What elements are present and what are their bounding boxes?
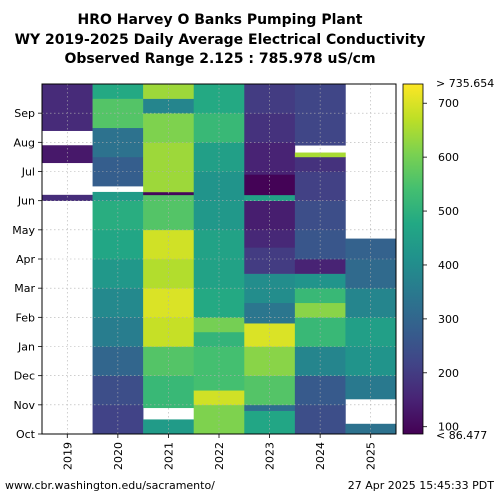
heatmap-cell	[42, 194, 93, 201]
heatmap-cell	[294, 302, 346, 318]
month-tick-label: Jul	[21, 166, 35, 179]
grid-lines	[42, 84, 396, 434]
colorbar-ticks: 100 200 300 400 500 600 700	[423, 97, 459, 434]
month-tick-label: Jan	[17, 341, 35, 354]
year-tick-label: 2022	[213, 442, 226, 470]
colorbar-tick-label: 300	[438, 313, 459, 326]
year-tick-label: 2024	[314, 442, 327, 470]
chart-title-line-1: HRO Harvey O Banks Pumping Plant	[77, 12, 362, 28]
heatmap-cell	[42, 145, 93, 164]
month-axis: Oct Nov Dec Jan Feb Mar Apr May Jun Jul Aug Sep	[12, 107, 42, 441]
month-tick-label: Oct	[16, 428, 36, 441]
month-tick-label: Aug	[14, 136, 35, 149]
heatmap-cell	[294, 152, 346, 158]
heatmap-cell	[143, 98, 195, 114]
heatmap-cell	[244, 229, 296, 248]
footer-source-url: www.cbr.washington.edu/sacramento/	[5, 479, 215, 492]
colorbar-frame	[402, 83, 424, 435]
year-tick-label: 2023	[264, 442, 277, 470]
year-tick-label: 2021	[162, 442, 175, 470]
heatmap-cell	[143, 84, 195, 99]
heatmap-cell	[244, 404, 296, 411]
heatmap-cell	[143, 113, 195, 143]
heatmap-cell	[193, 331, 245, 347]
heatmap-cell	[143, 419, 195, 435]
heatmap-cell	[294, 259, 346, 274]
colorbar-tick-label: 200	[438, 367, 459, 380]
colorbar: 100 200 300 400 500 600 700 > 735.654 < 86.477	[402, 77, 494, 442]
month-tick-label: Sep	[14, 107, 35, 120]
heatmap-cell	[193, 113, 245, 143]
heatmap-cell	[42, 84, 93, 131]
heatmap-cell	[244, 323, 296, 347]
heatmap-cell	[244, 142, 296, 175]
heatmap-cell	[294, 84, 346, 146]
heatmap-cell	[244, 113, 296, 143]
month-tick-label: May	[12, 224, 35, 237]
colorbar-max-label: > 735.654	[436, 77, 494, 90]
footer-timestamp: 27 Apr 2025 15:45:33 PDT	[348, 479, 495, 492]
chart-title-line-3: Observed Range 2.125 : 785.978 uS/cm	[64, 51, 375, 67]
heatmap-cell	[92, 84, 144, 99]
heatmap-cell	[244, 410, 296, 435]
colorbar-tick-label: 600	[438, 151, 459, 164]
colorbar-tick-label: 400	[438, 259, 459, 272]
heatmap-cell	[143, 191, 195, 196]
heatmap-cell	[193, 390, 245, 406]
heatmap-cell	[92, 259, 144, 289]
month-tick-label: Apr	[16, 253, 36, 266]
heatmap-cell	[294, 288, 346, 304]
year-tick-label: 2019	[61, 442, 74, 470]
month-tick-label: Jun	[17, 195, 35, 208]
colorbar-tick-label: 500	[438, 205, 459, 218]
heatmap-cell	[244, 194, 296, 201]
colorbar-min-label: < 86.477	[436, 429, 487, 442]
colorbar-gradient	[403, 84, 423, 434]
heatmap-cell	[345, 259, 397, 289]
month-tick-label: Mar	[14, 282, 35, 295]
colorbar-tick-label: 100	[438, 421, 459, 434]
colorbar-tick-label: 700	[438, 97, 459, 110]
year-tick-label: 2020	[112, 442, 125, 470]
month-tick-label: Dec	[14, 370, 35, 383]
month-tick-label: Feb	[16, 311, 35, 324]
heatmap-cell	[143, 259, 195, 289]
heatmap-cell	[345, 375, 397, 400]
heatmap-plot-area	[42, 84, 397, 435]
month-tick-label: Nov	[14, 399, 36, 412]
chart-title-line-2: WY 2019-2025 Daily Average Electrical Co…	[15, 32, 426, 48]
year-axis: 2019 2020 2021 2022 2023 2024 2025	[61, 434, 378, 470]
heatmap-cell	[143, 171, 195, 193]
heatmap-column-2019	[42, 84, 93, 201]
year-tick-label: 2025	[365, 442, 378, 470]
